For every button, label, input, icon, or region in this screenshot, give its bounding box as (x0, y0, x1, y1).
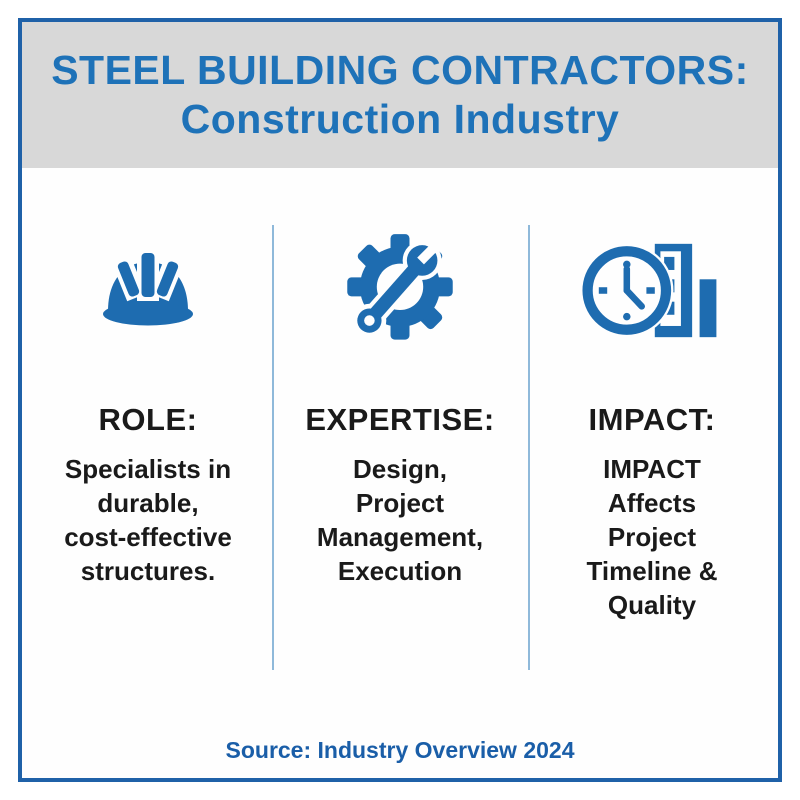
content-columns: ROLE: Specialists in durable, cost-effec… (22, 168, 778, 708)
header-band: STEEL BUILDING CONTRACTORS: Construction… (22, 22, 778, 168)
source-note: Source: Industry Overview 2024 (225, 737, 575, 763)
page-title-line-2: Construction Industry (180, 96, 620, 142)
impact-description: IMPACT Affects Project Timeline & Qualit… (586, 454, 718, 620)
gear-wrench-icon (342, 220, 458, 360)
column-divider-2 (528, 225, 530, 670)
expertise-description: Design, Project Management, Execution (316, 454, 484, 586)
column-impact: IMPACT: IMPACT Affects Project Timeline … (526, 168, 778, 708)
hard-hat-icon (98, 220, 198, 360)
column-expertise: EXPERTISE: Design, Project Management, E… (274, 168, 526, 708)
column-divider-1 (272, 225, 274, 670)
expertise-heading: EXPERTISE: (305, 402, 495, 437)
role-heading: ROLE: (98, 402, 198, 437)
column-role: ROLE: Specialists in durable, cost-effec… (22, 168, 274, 708)
page-title-line-1: STEEL BUILDING CONTRACTORS: (51, 47, 749, 93)
role-description: Specialists in durable, cost-effective s… (64, 454, 232, 586)
impact-heading: IMPACT: (588, 402, 716, 437)
infographic-card: STEEL BUILDING CONTRACTORS: Construction… (18, 18, 782, 782)
clock-building-icon (582, 220, 722, 360)
